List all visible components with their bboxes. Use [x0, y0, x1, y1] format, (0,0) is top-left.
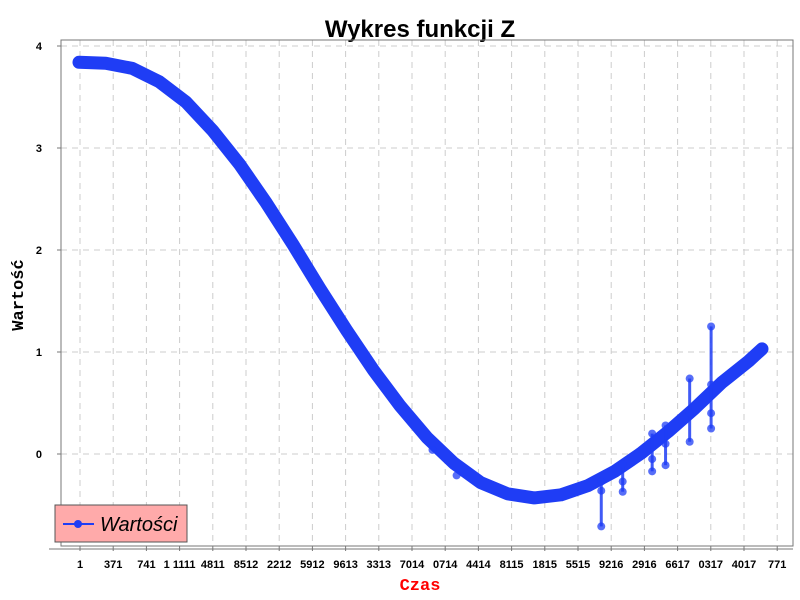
y-tick-label: 0 — [36, 449, 42, 461]
data-point — [648, 429, 657, 438]
chart-title: Wykres funkcji Z — [325, 16, 515, 43]
data-point — [597, 486, 606, 495]
legend: Wartości — [54, 504, 188, 543]
x-tick-label: 8115 — [500, 559, 524, 571]
data-point — [597, 522, 606, 531]
data-point — [452, 471, 461, 480]
x-tick-label: 2212 — [267, 559, 291, 571]
x-tick-label: 9216 — [599, 559, 623, 571]
data-point — [685, 437, 694, 446]
data-point — [707, 409, 716, 418]
data-point — [685, 409, 694, 418]
grid — [61, 40, 793, 546]
y-tick-label: 3 — [36, 143, 42, 155]
x-tick-label: 1815 — [533, 559, 557, 571]
x-tick-label: 4017 — [732, 559, 756, 571]
x-tick-label: 9613 — [333, 559, 357, 571]
x-tick-label: 771 — [768, 559, 786, 571]
data-point — [685, 374, 694, 383]
x-tick-label: 741 — [137, 559, 155, 571]
x-tick-label: 4414 — [466, 559, 491, 571]
x-tick-label: 6617 — [665, 559, 689, 571]
x-tick-label: 5912 — [300, 559, 324, 571]
data-point — [648, 455, 657, 464]
data-point — [428, 445, 437, 454]
y-axis-label: Wartość — [10, 259, 29, 330]
data-point — [661, 439, 670, 448]
data-point — [707, 424, 716, 433]
data-point — [618, 460, 627, 469]
data-point — [648, 467, 657, 476]
axes — [49, 45, 793, 551]
data-point — [707, 380, 716, 389]
x-tick-label: 1 — [77, 559, 83, 571]
legend-dot-marker — [74, 520, 82, 528]
x-tick-label: 5515 — [566, 559, 590, 571]
x-tick-label: 3313 — [367, 559, 391, 571]
data-point — [661, 461, 670, 470]
data-point — [618, 477, 627, 486]
x-tick-label: 2916 — [632, 559, 656, 571]
x-axis-label: Czas — [400, 577, 441, 596]
data-point — [597, 477, 606, 486]
y-tick-label: 4 — [36, 41, 43, 53]
data-point — [618, 487, 627, 496]
x-tick-labels: 1 371 741 1 1111 4811 8512 2212 5912 9613 3313 701… — [77, 559, 786, 571]
y-tick-labels: 0 1 2 3 4 — [36, 41, 43, 461]
x-tick-label: 4811 — [201, 559, 225, 571]
series-line — [72, 55, 769, 505]
x-tick-label: 0714 — [433, 559, 458, 571]
data-point — [707, 322, 716, 331]
plot-area — [60, 39, 794, 547]
x-tick-label: 371 — [104, 559, 122, 571]
x-tick-label: 8512 — [234, 559, 258, 571]
legend-label: Wartości — [100, 514, 178, 536]
y-tick-label: 1 — [36, 347, 42, 359]
y-tick-label: 2 — [36, 245, 42, 257]
data-point — [661, 421, 670, 430]
x-tick-label: 0317 — [699, 559, 723, 571]
series-wartosci — [72, 55, 769, 531]
x-tick-label: 1 1111 — [164, 559, 196, 571]
x-tick-label: 7014 — [400, 559, 425, 571]
